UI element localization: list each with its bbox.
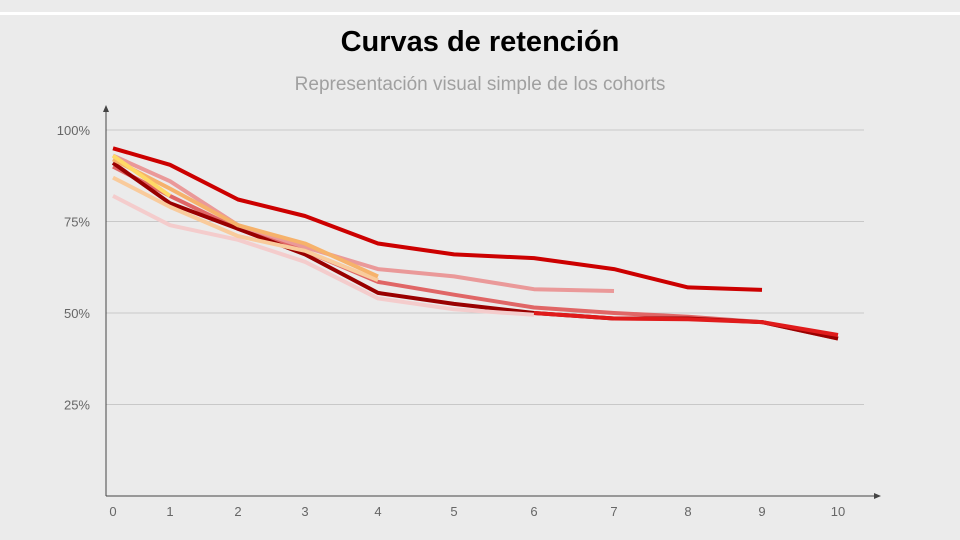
x-tick-label: 0	[109, 504, 116, 519]
grid-layer	[106, 129, 864, 405]
y-tick-label: 25%	[64, 398, 90, 413]
series-line-5	[112, 194, 535, 317]
x-tick-label: 4	[374, 504, 381, 519]
x-tick-label: 7	[610, 504, 617, 519]
chart-title: Curvas de retención	[340, 26, 620, 58]
series-line-8	[111, 153, 172, 198]
tick-label-layer: 25% 50% 75% 100% 0 1 2 3 4 5 6 7 8 9 10	[57, 123, 845, 519]
series-line-9	[533, 311, 839, 337]
x-tick-label: 8	[684, 504, 691, 519]
x-tick-label: 10	[831, 504, 845, 519]
series-line-7	[112, 157, 379, 279]
x-tick-label: 6	[530, 504, 537, 519]
x-tick-label: 5	[450, 504, 457, 519]
y-axis-arrow	[103, 105, 109, 112]
x-tick-label: 3	[301, 504, 308, 519]
chart-subtitle: Representación visual simple de los coho…	[294, 74, 666, 95]
x-tick-label: 1	[166, 504, 173, 519]
x-tick-label: 2	[234, 504, 241, 519]
axis-layer	[103, 105, 881, 499]
series-line-1	[112, 146, 763, 292]
series-layer	[111, 146, 839, 341]
x-axis-arrow	[874, 493, 881, 499]
y-tick-label: 100%	[57, 123, 91, 138]
series-line-6	[112, 175, 379, 282]
top-rule	[0, 12, 960, 15]
x-tick-label: 9	[758, 504, 765, 519]
y-tick-label: 50%	[64, 306, 90, 321]
y-tick-label: 75%	[64, 215, 90, 230]
